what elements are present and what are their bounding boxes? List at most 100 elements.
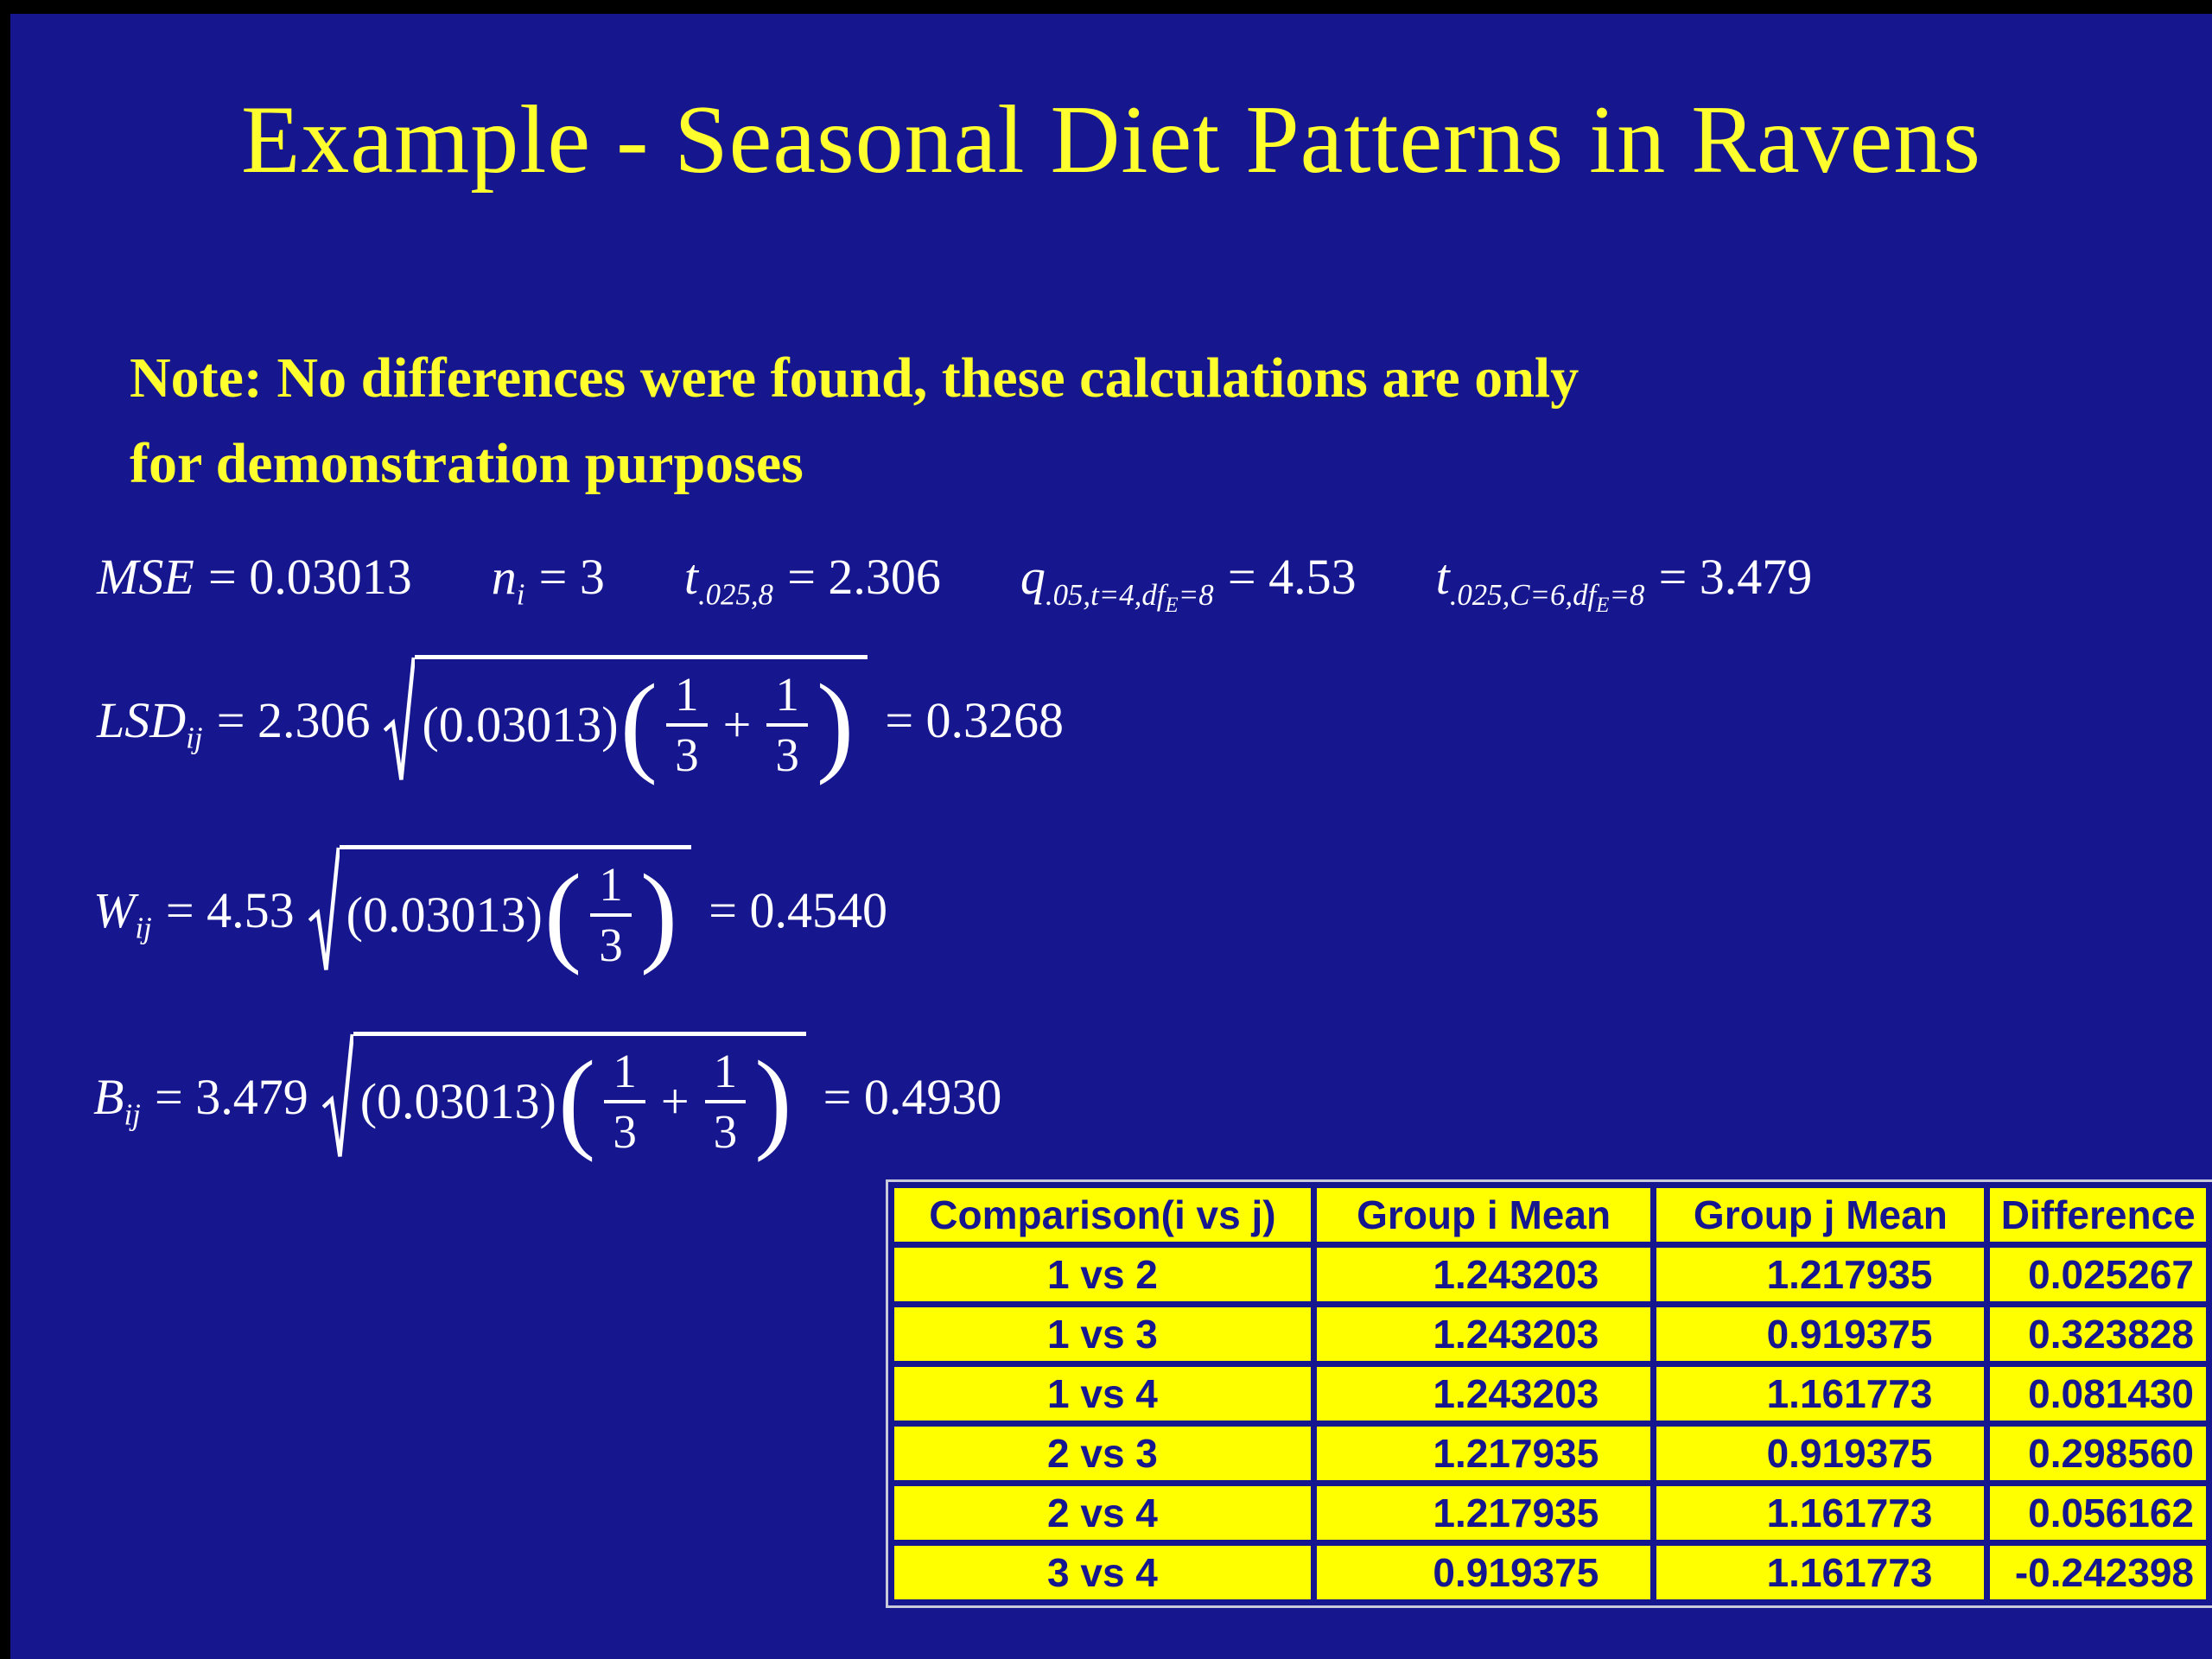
stats-line: MSE = 0.03013 ni = 3 t.025,8 = 2.306 q.05,t… — [97, 548, 1813, 616]
stat-t1-value: = 2.306 — [787, 549, 941, 605]
frac-numerator: 1 — [590, 858, 632, 917]
stat-t2-sub: .025,C=6,dfE=8 — [1449, 577, 1645, 616]
stat-t2-sub-sub: E — [1596, 593, 1610, 617]
table-header-group-j-mean: Group j Mean — [1650, 1182, 1991, 1248]
stat-t2-sub-pre: .025,C=6,df — [1449, 577, 1597, 612]
stat-q-sub-sub: E — [1165, 593, 1179, 617]
frac-denominator: 3 — [613, 1104, 637, 1158]
note-text: Note: No differences were found, these c… — [130, 335, 1579, 506]
table-row: 2 vs 3 1.217935 0.919375 0.298560 — [888, 1421, 2212, 1486]
table-cell: 0.298560 — [1984, 1421, 2212, 1486]
table-cell: 0.323828 — [1984, 1301, 2212, 1367]
b-sub: ij — [124, 1097, 141, 1132]
stat-n: ni = 3 — [491, 548, 605, 609]
lsd-coef: = 2.306 — [216, 691, 371, 748]
w-lead: Wij = 4.53 — [93, 881, 295, 943]
table-cell: 2 vs 4 — [888, 1480, 1317, 1546]
stat-q-var: q — [1020, 549, 1046, 605]
stat-q-sub-post: =8 — [1178, 577, 1214, 612]
lsd-var: LSD — [97, 691, 187, 748]
table-cell: 1.217935 — [1310, 1480, 1657, 1546]
table-cell: 1.243203 — [1310, 1301, 1657, 1367]
close-paren: ) — [816, 662, 855, 787]
frac-numerator: 1 — [766, 668, 808, 727]
table-row: 3 vs 4 0.919375 1.161773 -0.242398 — [888, 1540, 2212, 1605]
frac-numerator: 1 — [666, 668, 708, 727]
table-header-comparison: Comparison(i vs j) — [888, 1182, 1317, 1248]
table-header-group-i-mean: Group i Mean — [1310, 1182, 1657, 1248]
radical-icon — [384, 655, 415, 785]
open-paren: ( — [543, 852, 582, 977]
b-factor: (0.03013) — [359, 1073, 556, 1130]
stat-q: q.05,t=4,dfE=8 = 4.53 — [1020, 548, 1357, 616]
stat-q-value: = 4.53 — [1227, 549, 1357, 605]
stat-n-value: = 3 — [538, 549, 605, 605]
frac-denominator: 3 — [713, 1104, 738, 1158]
w-factor: (0.03013) — [346, 887, 543, 944]
table-row: 1 vs 4 1.243203 1.161773 0.081430 — [888, 1361, 2212, 1427]
table-cell: 1.161773 — [1650, 1540, 1991, 1605]
table-cell: 0.919375 — [1310, 1540, 1657, 1605]
table-cell: 1.243203 — [1310, 1242, 1657, 1307]
open-paren: ( — [620, 662, 658, 787]
slide-title: Example - Seasonal Diet Patterns in Rave… — [241, 86, 1981, 194]
b-result: = 0.4930 — [823, 1068, 1002, 1125]
open-paren: ( — [557, 1039, 596, 1164]
frac-numerator: 1 — [604, 1045, 645, 1103]
table-cell: 1.217935 — [1650, 1242, 1991, 1307]
w-coef: = 4.53 — [165, 881, 295, 938]
table-cell: 0.081430 — [1984, 1361, 2212, 1427]
table-header-row: Comparison(i vs j) Group i Mean Group j … — [888, 1182, 2212, 1248]
frac-denominator: 3 — [599, 918, 623, 971]
plus-sign: + — [722, 696, 752, 753]
stat-mse: MSE = 0.03013 — [97, 548, 412, 606]
b-lead: Bij = 3.479 — [93, 1068, 308, 1129]
table-cell: 1.217935 — [1310, 1421, 1657, 1486]
stat-q-sub-pre: .05,t=4,df — [1045, 577, 1166, 612]
table-row: 1 vs 3 1.243203 0.919375 0.323828 — [888, 1301, 2212, 1367]
lsd-result: = 0.3268 — [885, 691, 1065, 748]
frac-numerator: 1 — [704, 1045, 747, 1103]
comparison-table: Comparison(i vs j) Group i Mean Group j … — [886, 1179, 2212, 1608]
plus-sign: + — [660, 1073, 690, 1130]
frac-denominator: 3 — [775, 728, 799, 781]
table-cell: 3 vs 4 — [888, 1540, 1317, 1605]
radical-icon — [322, 1032, 353, 1161]
table-cell: 0.919375 — [1650, 1301, 1991, 1367]
stat-t1-var: t — [683, 549, 698, 605]
note-line-1: Note: No differences were found, these c… — [130, 346, 1580, 410]
lsd-factor: (0.03013) — [422, 696, 619, 753]
table-cell: 1.243203 — [1310, 1361, 1657, 1427]
table-cell: 1 vs 2 — [888, 1242, 1317, 1307]
w-var: W — [93, 881, 136, 938]
lsd-lead: LSDij = 2.306 — [97, 691, 371, 753]
stat-n-var: n — [491, 549, 517, 605]
stat-t2-var: t — [1435, 549, 1450, 605]
lsd-sub: ij — [186, 721, 203, 755]
frac-denominator: 3 — [675, 728, 699, 781]
table-cell: 2 vs 3 — [888, 1421, 1317, 1486]
table-cell: 1.161773 — [1650, 1361, 1991, 1427]
note-line-2: for demonstration purposes — [130, 432, 804, 495]
close-paren: ) — [754, 1039, 792, 1164]
close-paren: ) — [639, 852, 678, 977]
stat-t1-sub: .025,8 — [697, 577, 773, 612]
stat-t2: t.025,C=6,dfE=8 = 3.479 — [1435, 548, 1813, 616]
b-var: B — [93, 1068, 124, 1125]
radical-icon — [308, 845, 340, 975]
table-row: 1 vs 2 1.243203 1.217935 0.025267 — [888, 1242, 2212, 1307]
stat-mse-value: = 0.03013 — [207, 549, 412, 605]
stat-t1: t.025,8 = 2.306 — [683, 548, 941, 609]
stat-q-sub: .05,t=4,dfE=8 — [1045, 577, 1214, 616]
